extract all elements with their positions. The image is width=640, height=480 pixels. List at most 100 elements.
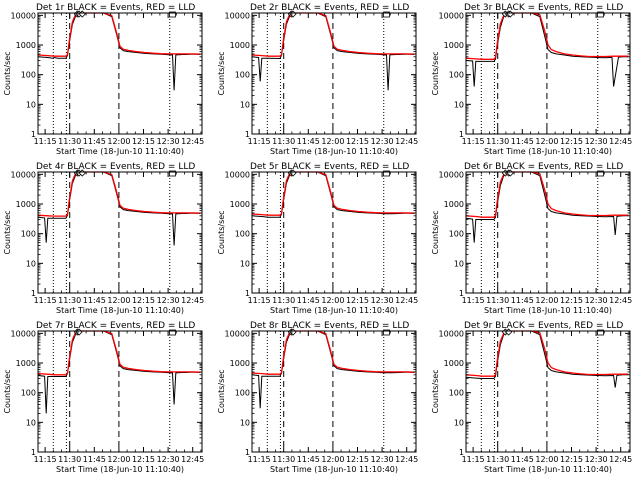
panel-det-2: Det 2r BLACK = Events, RED = LLD 1 10 100 10… <box>217 3 418 156</box>
y-tick-label: 1 <box>245 289 250 298</box>
x-axis-label: Start Time (18-Jun-10 11:10:40) <box>270 465 398 474</box>
y-tick-label: 1000 <box>444 200 464 209</box>
y-tick-label: 1 <box>459 289 464 298</box>
panel-det-1: Det 1r BLACK = Events, RED = LLD 1 10 100 10… <box>3 3 204 156</box>
series-lld-line <box>465 330 629 377</box>
x-tick-label: 11:45 <box>297 455 320 464</box>
x-tick-label: 11:30 <box>272 137 295 146</box>
panel-title: Det 9r BLACK = Events, RED = LLD <box>464 321 623 331</box>
square-marker <box>383 329 390 336</box>
panel-title: Det 4r BLACK = Events, RED = LLD <box>36 162 195 172</box>
x-tick-label: 12:00 <box>535 296 558 305</box>
x-tick-label: 12:30 <box>157 455 180 464</box>
x-tick-label: 11:15 <box>34 296 57 305</box>
y-tick-label: 1000 <box>16 41 36 50</box>
x-tick-label: 12:15 <box>560 137 583 146</box>
x-tick-label: 11:15 <box>462 137 485 146</box>
x-tick-label: 12:15 <box>560 296 583 305</box>
x-tick-label: 12:00 <box>107 455 130 464</box>
x-tick-label: 11:15 <box>248 296 271 305</box>
x-tick-label: 12:45 <box>609 455 632 464</box>
x-tick-label: 11:15 <box>34 137 57 146</box>
axes-frame <box>465 330 631 453</box>
x-tick-label: 11:30 <box>58 296 81 305</box>
x-tick-label: 11:30 <box>486 137 509 146</box>
y-tick-label: 10000 <box>11 329 36 338</box>
x-tick-label: 11:30 <box>486 296 509 305</box>
x-tick-label: 11:45 <box>511 455 534 464</box>
x-tick-label: 12:45 <box>395 137 418 146</box>
x-tick-label: 12:15 <box>346 455 369 464</box>
x-tick-label: 11:15 <box>462 455 485 464</box>
x-tick-label: 12:45 <box>395 296 418 305</box>
square-marker <box>597 11 604 18</box>
y-tick-label: 10000 <box>439 170 464 179</box>
y-tick-label: 100 <box>21 71 36 80</box>
series-lld-line <box>251 12 415 57</box>
panel-det-3: Det 3r BLACK = Events, RED = LLD 1 10 100 10… <box>431 3 632 156</box>
series-lld-line <box>37 171 201 217</box>
y-axis-label: Counts/sec <box>217 210 226 254</box>
square-marker <box>169 170 176 177</box>
y-tick-label: 10 <box>240 259 250 268</box>
y-tick-label: 100 <box>235 230 250 239</box>
square-marker <box>169 329 176 336</box>
y-tick-label: 10 <box>454 418 464 427</box>
x-tick-label: 12:00 <box>321 455 344 464</box>
x-axis-label: Start Time (18-Jun-10 11:10:40) <box>484 465 612 474</box>
x-tick-label: 12:30 <box>585 296 608 305</box>
x-tick-label: 11:15 <box>248 137 271 146</box>
x-tick-label: 11:30 <box>272 296 295 305</box>
panel-title: Det 5r BLACK = Events, RED = LLD <box>250 162 409 172</box>
x-tick-label: 11:30 <box>486 455 509 464</box>
y-tick-label: 100 <box>449 71 464 80</box>
y-tick-label: 10000 <box>439 329 464 338</box>
x-tick-label: 12:15 <box>132 455 155 464</box>
y-tick-label: 100 <box>235 71 250 80</box>
x-tick-label: 12:45 <box>609 137 632 146</box>
y-tick-label: 1000 <box>444 41 464 50</box>
y-tick-label: 10 <box>26 100 36 109</box>
panel-title: Det 1r BLACK = Events, RED = LLD <box>36 3 195 13</box>
panel-title: Det 7r BLACK = Events, RED = LLD <box>36 321 195 331</box>
y-tick-label: 1000 <box>16 359 36 368</box>
x-tick-label: 12:15 <box>132 296 155 305</box>
y-tick-label: 1000 <box>444 359 464 368</box>
y-tick-label: 1000 <box>16 200 36 209</box>
y-tick-label: 1 <box>31 289 36 298</box>
x-axis-label: Start Time (18-Jun-10 11:10:40) <box>56 147 184 156</box>
axes-frame <box>37 330 203 453</box>
panel-det-6: Det 6r BLACK = Events, RED = LLD 1 10 100 10… <box>431 162 632 315</box>
y-tick-label: 1 <box>245 448 250 457</box>
x-tick-label: 12:15 <box>346 296 369 305</box>
y-axis-label: Counts/sec <box>217 369 226 413</box>
x-tick-label: 12:00 <box>535 137 558 146</box>
x-axis-label: Start Time (18-Jun-10 11:10:40) <box>484 306 612 315</box>
x-axis-label: Start Time (18-Jun-10 11:10:40) <box>270 147 398 156</box>
axes-frame <box>465 171 631 294</box>
y-tick-label: 10 <box>240 418 250 427</box>
y-tick-label: 100 <box>235 389 250 398</box>
y-tick-label: 10 <box>454 259 464 268</box>
y-tick-label: 100 <box>449 230 464 239</box>
y-tick-label: 1 <box>31 130 36 139</box>
y-axis-label: Counts/sec <box>3 210 12 254</box>
panel-title: Det 2r BLACK = Events, RED = LLD <box>250 3 409 13</box>
panel-det-4: Det 4r BLACK = Events, RED = LLD 1 10 100 10… <box>3 162 204 315</box>
y-tick-label: 1000 <box>230 359 250 368</box>
y-tick-label: 10000 <box>225 11 250 20</box>
x-tick-label: 12:15 <box>560 455 583 464</box>
series-lld-line <box>465 12 629 60</box>
series-lld-line <box>37 12 201 57</box>
x-tick-label: 12:00 <box>321 137 344 146</box>
x-tick-label: 11:15 <box>248 455 271 464</box>
panel-title: Det 8r BLACK = Events, RED = LLD <box>250 321 409 331</box>
panel-det-7: Det 7r BLACK = Events, RED = LLD 1 10 100 10… <box>3 321 204 474</box>
x-tick-label: 12:30 <box>371 296 394 305</box>
axes-frame <box>251 171 417 294</box>
axes-frame <box>37 171 203 294</box>
y-axis-label: Counts/sec <box>3 369 12 413</box>
panel-title: Det 6r BLACK = Events, RED = LLD <box>464 162 623 172</box>
x-tick-label: 12:30 <box>157 137 180 146</box>
y-tick-label: 10000 <box>11 170 36 179</box>
